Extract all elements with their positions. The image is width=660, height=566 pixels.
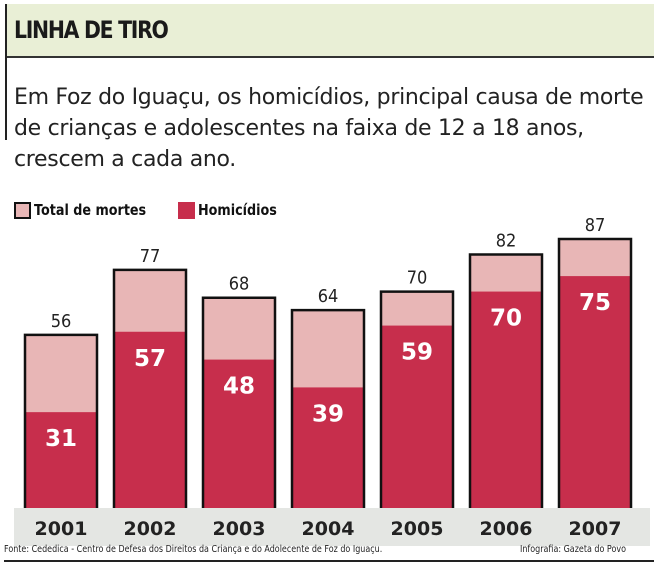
data-label-total-2001: 56 <box>51 311 72 332</box>
data-label-total-2007: 87 <box>585 215 606 236</box>
bar-outline-2007 <box>557 237 633 508</box>
x-tick-label-2005: 2005 <box>391 518 444 540</box>
legend-label-homicides: Homicídios <box>197 201 277 219</box>
legend-label-total: Total de mortes <box>34 201 147 219</box>
bar-outline-2002 <box>112 268 188 508</box>
data-label-homicides-2007: 75 <box>579 290 611 316</box>
bar-homicides-2005 <box>381 325 453 508</box>
bar-outline-2003 <box>201 296 277 508</box>
data-label-homicides-2003: 48 <box>223 374 255 400</box>
bar-outline-2001 <box>23 333 99 508</box>
header-accent-rule <box>5 4 7 140</box>
chart-description: Em Foz do Iguaçu, os homicídios, princip… <box>14 85 644 172</box>
x-tick-label-2004: 2004 <box>302 518 355 540</box>
year-band <box>14 508 650 546</box>
source-note: Fonte: Cededica - Centro de Defesa dos D… <box>4 544 383 555</box>
bar-homicides-2006 <box>470 291 542 508</box>
x-tick-label-2001: 2001 <box>35 518 88 540</box>
x-tick-label-2007: 2007 <box>569 518 622 540</box>
bar-homicides-2003 <box>203 359 275 508</box>
bar-homicides-2004 <box>292 387 364 508</box>
bar-outline-2005 <box>379 290 455 508</box>
x-tick-label-2006: 2006 <box>480 518 533 540</box>
footer-rule <box>4 560 654 562</box>
data-label-total-2005: 70 <box>407 268 428 289</box>
data-label-homicides-2006: 70 <box>490 306 522 332</box>
data-label-homicides-2001: 31 <box>45 426 77 452</box>
credit-note: Infografia: Gazeta do Povo <box>520 544 626 555</box>
data-label-total-2004: 64 <box>318 286 339 307</box>
chart-title: LINHA DE TIRO <box>14 16 169 44</box>
legend-swatch-total <box>14 201 31 219</box>
x-tick-label-2003: 2003 <box>213 518 266 540</box>
data-label-total-2006: 82 <box>496 230 517 251</box>
bar-homicides-2002 <box>114 331 186 508</box>
legend: Total de mortes Homicídios <box>14 201 291 219</box>
data-label-homicides-2005: 59 <box>401 340 433 366</box>
bar-homicides-2007 <box>559 276 631 508</box>
header-band <box>6 4 654 58</box>
data-label-homicides-2004: 39 <box>312 401 344 427</box>
bar-homicides-2001 <box>25 412 97 508</box>
data-label-total-2002: 77 <box>140 246 161 267</box>
bar-outline-2004 <box>290 308 366 508</box>
data-label-total-2003: 68 <box>229 274 250 295</box>
bar-outline-2006 <box>468 253 544 508</box>
legend-swatch-homicides <box>177 201 195 219</box>
x-tick-label-2002: 2002 <box>124 518 177 540</box>
data-label-homicides-2002: 57 <box>134 346 166 372</box>
